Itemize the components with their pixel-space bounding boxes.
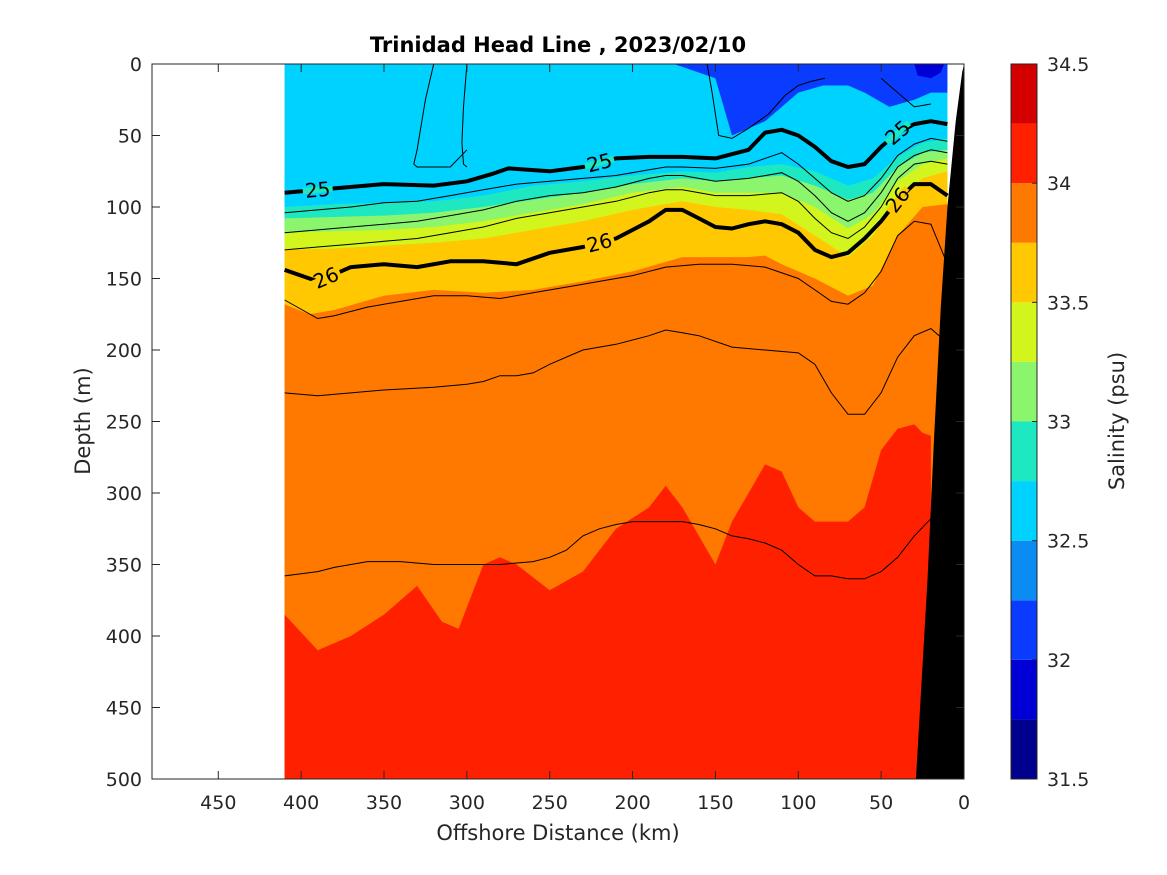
colorbar-tick-label: 32.5: [1047, 531, 1089, 553]
x-tick-label: 450: [200, 792, 236, 814]
bottom-topography-layer: [915, 64, 964, 779]
colorbar-segment: [1011, 183, 1037, 243]
colorbar-title: Salinity (psu): [1105, 352, 1129, 490]
colorbar-tick-label: 34: [1047, 173, 1071, 195]
salinity-fill-34: [284, 424, 931, 779]
colorbar-tick-label: 33.5: [1047, 292, 1089, 314]
thin-contour-7: [461, 64, 468, 168]
thin-contour-0: [284, 137, 948, 214]
thin-contour-5: [284, 518, 932, 580]
isopycnal-25: [284, 119, 948, 195]
y-tick-label: 150: [106, 269, 142, 291]
thin-contour-8: [706, 64, 825, 139]
colorbar-segment: [1011, 361, 1037, 422]
shelf-gap: [955, 64, 964, 72]
colorbar-segment: [1011, 481, 1037, 541]
thin-contour-9: [880, 77, 931, 108]
y-tick-label: 400: [106, 626, 142, 648]
colorbar-segment: [1011, 540, 1037, 601]
isopycnal-26: [283, 182, 949, 284]
y-axis: 0 50 100 150 200 250 300 350 400 450 500: [106, 54, 964, 791]
bottom-topography: [915, 64, 964, 779]
colorbar-segment: [1011, 242, 1037, 303]
thin-contour-6: [413, 64, 468, 168]
y-tick-label: 50: [118, 126, 142, 148]
y-tick-label: 200: [106, 340, 142, 362]
y-tick-label: 250: [106, 412, 142, 434]
y-tick-label: 500: [106, 769, 142, 791]
x-axis-title: Offshore Distance (km): [436, 821, 679, 845]
y-tick-label: 450: [106, 698, 142, 720]
isopycnal-label-gap: [884, 120, 912, 145]
colorbar-segment: [1011, 719, 1037, 779]
y-tick-label: 0: [130, 54, 142, 76]
salinity-fill-freshest-patch: [914, 64, 945, 79]
colorbar-segment: [1011, 302, 1037, 362]
x-tick-label: 0: [958, 792, 970, 814]
salinity-fill-fresh-core: [674, 64, 948, 136]
colorbar-segment: [1011, 64, 1037, 124]
salinity-fill-layer: [284, 64, 948, 779]
y-tick-label: 350: [106, 555, 142, 577]
thin-contour-layer: [284, 64, 948, 580]
x-tick-label: 400: [283, 792, 319, 814]
x-tick-label: 300: [449, 792, 485, 814]
thin-contour-2: [284, 160, 948, 251]
isopycnal-label-gap: [311, 269, 341, 287]
colorbar-segment: [1011, 600, 1037, 660]
colorbar-tick-label: 31.5: [1047, 769, 1089, 791]
colorbar-segment: [1011, 123, 1037, 184]
y-axis-title: Depth (m): [71, 367, 95, 474]
colorbar: 31.5 32 32.5 33 33.5 34 34.5: [1010, 54, 1089, 791]
colorbar-tick-label: 33: [1047, 412, 1071, 434]
isopycnal-label-25: 25: [304, 177, 331, 203]
isopycnal-label-gap: [584, 156, 615, 170]
isopycnal-label-gap: [302, 185, 333, 195]
x-tick-label: 350: [366, 792, 402, 814]
colorbar-tick-label: 32: [1047, 650, 1071, 672]
x-tick-label: 250: [532, 792, 568, 814]
thin-contour-3: [284, 220, 948, 320]
x-tick-label: 50: [869, 792, 893, 814]
isopycnal-label-gap: [584, 236, 615, 250]
x-tick-label: 100: [780, 792, 816, 814]
isopycnal-label-gap: [886, 186, 910, 214]
thin-contour-4: [284, 328, 948, 415]
colorbar-segment: [1011, 659, 1037, 720]
x-axis: 450 400 350 300 250 200 150 100 50 0: [200, 64, 970, 814]
thin-contour-1: [284, 149, 948, 234]
x-tick-label: 150: [697, 792, 733, 814]
colorbar-tick-label: 34.5: [1047, 54, 1089, 76]
chart-title: Trinidad Head Line , 2023/02/10: [370, 33, 746, 57]
x-tick-label: 200: [614, 792, 650, 814]
y-tick-label: 100: [106, 197, 142, 219]
colorbar-segment: [1011, 421, 1037, 482]
y-tick-label: 300: [106, 483, 142, 505]
